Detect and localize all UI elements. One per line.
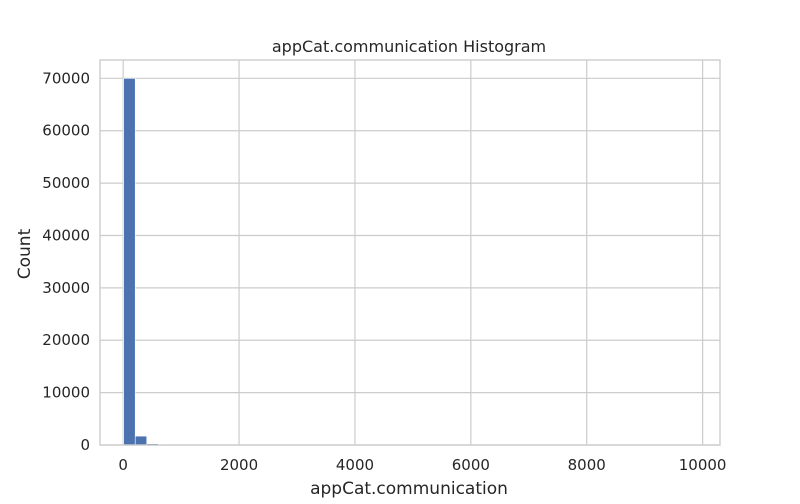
x-tick-label: 2000 bbox=[220, 456, 258, 474]
y-tick-label: 60000 bbox=[42, 122, 90, 140]
x-tick-label: 0 bbox=[118, 456, 128, 474]
x-tick-label: 4000 bbox=[336, 456, 374, 474]
y-tick-label: 50000 bbox=[42, 174, 90, 192]
grid-lines bbox=[100, 60, 720, 445]
x-tick-label: 6000 bbox=[452, 456, 490, 474]
x-tick-label: 10000 bbox=[679, 456, 727, 474]
x-axis-label: appCat.communication bbox=[310, 479, 508, 499]
x-tick-label: 8000 bbox=[568, 456, 606, 474]
plot-frame bbox=[100, 60, 720, 445]
plot-border bbox=[100, 60, 720, 445]
x-tick-labels: 0 2000 4000 6000 8000 10000 bbox=[118, 456, 726, 474]
histogram-bar bbox=[124, 78, 136, 445]
chart-title: appCat.communication Histogram bbox=[272, 37, 546, 56]
bars bbox=[124, 78, 205, 445]
y-axis-label: Count bbox=[15, 228, 35, 279]
y-tick-label: 70000 bbox=[42, 69, 90, 87]
y-tick-label: 20000 bbox=[42, 331, 90, 349]
y-tick-label: 40000 bbox=[42, 226, 90, 244]
y-tick-label: 0 bbox=[80, 436, 90, 454]
histogram-bar bbox=[135, 436, 147, 445]
y-tick-label: 30000 bbox=[42, 279, 90, 297]
y-tick-label: 10000 bbox=[42, 384, 90, 402]
y-tick-labels: 0 10000 20000 30000 40000 50000 60000 70000 bbox=[42, 69, 90, 454]
